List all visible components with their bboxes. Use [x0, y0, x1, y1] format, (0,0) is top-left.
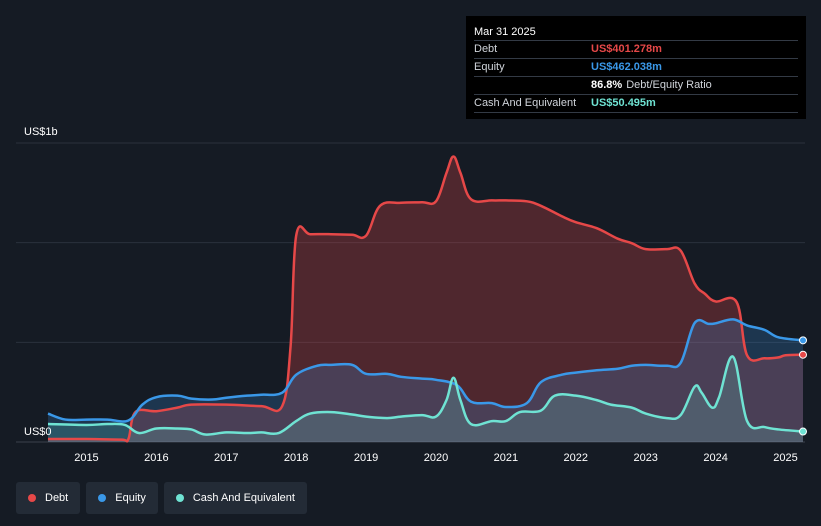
x-tick-label: 2015 — [74, 452, 98, 464]
legend-dot-icon — [28, 494, 36, 502]
legend-label: Debt — [45, 492, 69, 504]
legend-item-debt[interactable]: Debt — [16, 482, 81, 514]
x-tick-label: 2022 — [564, 452, 588, 464]
end-marker-cash-and-equivalent — [799, 427, 807, 436]
tooltip-row-debt: Debt US$401.278m — [474, 40, 798, 58]
x-tick-label: 2025 — [773, 452, 797, 464]
legend-label: Equity — [115, 492, 146, 504]
tooltip-value: US$462.038m — [591, 61, 662, 73]
tooltip-value: 86.8% — [591, 79, 623, 91]
legend-item-cash[interactable]: Cash And Equivalent — [163, 482, 307, 514]
area-cash-and-equivalent — [48, 356, 803, 442]
area-equity — [48, 319, 803, 442]
line-debt — [47, 155, 804, 443]
tooltip-label: Equity — [474, 61, 505, 73]
tooltip-panel: Mar 31 2025 Debt US$401.278m Equity US$4… — [466, 16, 806, 119]
tooltip-label — [474, 77, 591, 94]
legend-dot-icon — [98, 494, 107, 502]
chart-grid — [16, 142, 805, 443]
x-tick-label: 2016 — [144, 452, 168, 464]
tooltip-row-equity: Equity US$462.038m — [474, 58, 798, 76]
legend-item-equity[interactable]: Equity — [86, 482, 158, 514]
legend-dot-icon — [175, 494, 184, 502]
tooltip-value: US$50.495m — [591, 97, 656, 109]
x-tick-label: 2023 — [633, 452, 657, 464]
line-cash-and-equivalent — [47, 355, 804, 436]
x-tick-label: 2017 — [214, 452, 238, 464]
tooltip-value: US$401.278m — [591, 43, 662, 55]
x-tick-label: 2024 — [703, 452, 727, 464]
tooltip-label: Debt — [474, 43, 498, 55]
area-debt — [48, 156, 803, 442]
y-axis-top-label: US$1b — [24, 126, 58, 138]
tooltip-label: Cash And Equivalent — [474, 97, 577, 109]
chart-areas — [48, 156, 803, 442]
x-tick-label: 2019 — [354, 452, 378, 464]
chart-lines — [47, 155, 804, 443]
x-tick-label: 2020 — [424, 452, 448, 464]
tooltip-row-ratio: 86.8% Debt/Equity Ratio — [474, 76, 798, 94]
chart-legend: Debt Equity Cash And Equivalent — [16, 482, 307, 514]
line-equity — [47, 318, 804, 423]
x-tick-label: 2021 — [494, 452, 518, 464]
tooltip-subtext: Debt/Equity Ratio — [626, 79, 712, 91]
end-marker-debt — [799, 350, 807, 359]
end-marker-equity — [799, 336, 807, 345]
tooltip-row-cash: Cash And Equivalent US$50.495m — [474, 94, 798, 113]
y-axis-bottom-label: US$0 — [24, 426, 52, 438]
tooltip-date: Mar 31 2025 — [474, 26, 536, 38]
legend-label: Cash And Equivalent — [192, 492, 295, 504]
x-tick-label: 2018 — [284, 452, 308, 464]
chart-end-markers — [799, 336, 807, 436]
x-axis-ticks: 2015 2016 2017 2018 2019 2020 2021 2022 2023 2024… — [74, 452, 798, 464]
